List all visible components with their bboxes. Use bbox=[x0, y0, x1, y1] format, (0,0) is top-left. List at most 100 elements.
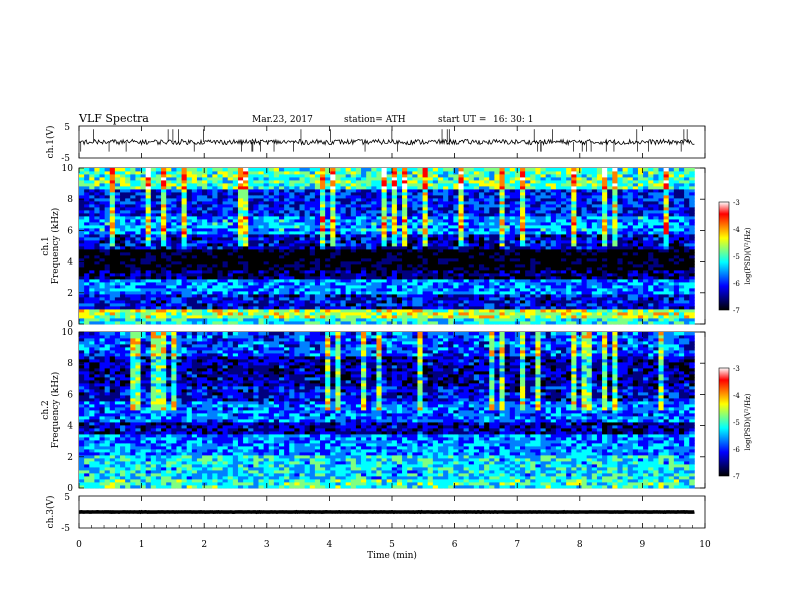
spectrogram-cell bbox=[268, 228, 275, 232]
spectrogram-cell bbox=[607, 219, 613, 223]
spectrogram-cell bbox=[104, 291, 111, 295]
spectrogram-cell bbox=[520, 285, 526, 289]
spectrogram-cell bbox=[530, 306, 536, 310]
spectrogram-cell bbox=[632, 273, 639, 277]
spectrogram-cell bbox=[648, 297, 654, 301]
spectrogram-cell bbox=[150, 204, 157, 208]
spectrogram-cell bbox=[263, 207, 270, 211]
spectrogram-cell bbox=[191, 285, 198, 289]
spectrogram-cell bbox=[432, 213, 439, 217]
spectrogram-cell bbox=[150, 225, 157, 229]
spectrogram-cell bbox=[309, 216, 316, 220]
spectrogram-cell bbox=[381, 288, 388, 292]
spectrogram-cell bbox=[345, 231, 352, 235]
spectrogram-cell bbox=[525, 318, 531, 322]
spectrogram-cell bbox=[443, 318, 449, 322]
spectrogram-cell bbox=[335, 228, 341, 232]
spectrogram-cell bbox=[171, 261, 177, 265]
spectrogram-cell bbox=[130, 285, 136, 289]
spectrogram-cell bbox=[602, 288, 608, 292]
spectrogram-cell bbox=[89, 234, 95, 238]
spectrogram-cell bbox=[84, 288, 90, 292]
spectrogram-cell bbox=[555, 234, 562, 238]
spectrogram-cell bbox=[581, 246, 588, 250]
spectrogram-cell bbox=[484, 291, 490, 295]
spectrogram-cell bbox=[166, 207, 172, 211]
spectrogram-cell bbox=[571, 282, 577, 286]
spectrogram-cell bbox=[309, 297, 316, 301]
spectrogram-cell bbox=[114, 258, 121, 262]
spectrogram-cell bbox=[186, 315, 193, 319]
spectrogram-cell bbox=[571, 258, 577, 262]
spectrogram-cell bbox=[632, 231, 639, 235]
spectrogram-cell bbox=[391, 276, 398, 280]
spectrogram-cell bbox=[150, 306, 157, 310]
spectrogram-cell bbox=[84, 282, 90, 286]
spectrogram-cell bbox=[268, 300, 275, 304]
spectrogram-cell bbox=[155, 225, 162, 229]
spectrogram-cell bbox=[550, 261, 557, 265]
spectrogram-cell bbox=[232, 237, 239, 241]
spectrogram-cell bbox=[622, 288, 629, 292]
spectrogram-cell bbox=[678, 282, 685, 286]
spectrogram-cell bbox=[376, 249, 382, 253]
spectrogram-cell bbox=[514, 210, 521, 214]
spectrogram-cell bbox=[135, 243, 141, 247]
spectrogram-cell bbox=[350, 201, 357, 205]
spectrogram-cell bbox=[84, 210, 90, 214]
spectrogram-cell bbox=[263, 288, 270, 292]
spectrogram-cell bbox=[237, 252, 244, 256]
spectrogram-cell bbox=[550, 201, 557, 205]
spectrogram-cell bbox=[79, 210, 85, 214]
spectrogram-cell bbox=[94, 216, 100, 220]
spectrogram-cell bbox=[217, 291, 223, 295]
spectrogram-cell bbox=[504, 222, 511, 226]
spectrogram-cell bbox=[653, 264, 659, 268]
spectrogram-cell bbox=[520, 207, 526, 211]
spectrogram-cell bbox=[376, 222, 382, 226]
spectrogram-cell bbox=[448, 261, 454, 265]
spectrogram-cell bbox=[89, 243, 95, 247]
spectrogram-cell bbox=[525, 267, 531, 271]
spectrogram-cell bbox=[340, 315, 347, 319]
spectrogram-cell bbox=[273, 321, 280, 325]
spectrogram-cell bbox=[371, 261, 377, 265]
spectrogram-cell bbox=[89, 219, 95, 223]
spectrogram-cell bbox=[504, 288, 511, 292]
spectrogram-cell bbox=[514, 297, 521, 301]
spectrogram-cell bbox=[109, 297, 116, 301]
spectrogram-cell bbox=[94, 237, 100, 241]
spectrogram-cell bbox=[366, 261, 372, 265]
spectrogram-cell bbox=[509, 210, 516, 214]
spectrogram-cell bbox=[263, 282, 270, 286]
spectrogram-cell bbox=[109, 282, 116, 286]
spectrogram-cell bbox=[643, 210, 649, 214]
spectrogram-cell bbox=[535, 225, 541, 229]
spectrogram-cell bbox=[535, 288, 541, 292]
spectrogram-cell bbox=[202, 276, 208, 280]
spectrogram-cell bbox=[376, 309, 382, 313]
spectrogram-cell bbox=[176, 264, 182, 268]
spectrogram-cell bbox=[535, 276, 541, 280]
spectrogram-cell bbox=[468, 279, 475, 283]
spectrogram-cell bbox=[612, 291, 618, 295]
spectrogram-cell bbox=[684, 300, 690, 304]
spectrogram-cell bbox=[622, 219, 629, 223]
spectrogram-cell bbox=[520, 225, 526, 229]
spectrogram-cell bbox=[663, 282, 670, 286]
spectrogram-cell bbox=[632, 216, 639, 220]
spectrogram-cell bbox=[289, 204, 295, 208]
spectrogram-cell bbox=[196, 273, 203, 277]
spectrogram-cell bbox=[84, 231, 90, 235]
spectrogram-cell bbox=[407, 261, 413, 265]
spectrogram-cell bbox=[499, 255, 506, 259]
spectrogram-cell bbox=[535, 282, 541, 286]
spectrogram-cell bbox=[330, 264, 336, 268]
spectrogram-cell bbox=[335, 264, 341, 268]
spectrogram-cell bbox=[314, 255, 321, 259]
spectrogram-cell bbox=[304, 201, 311, 205]
spectrogram-cell bbox=[576, 201, 582, 205]
spectrogram-cell bbox=[673, 210, 680, 214]
spectrogram-cell bbox=[273, 273, 280, 277]
spectrogram-cell bbox=[161, 318, 167, 322]
